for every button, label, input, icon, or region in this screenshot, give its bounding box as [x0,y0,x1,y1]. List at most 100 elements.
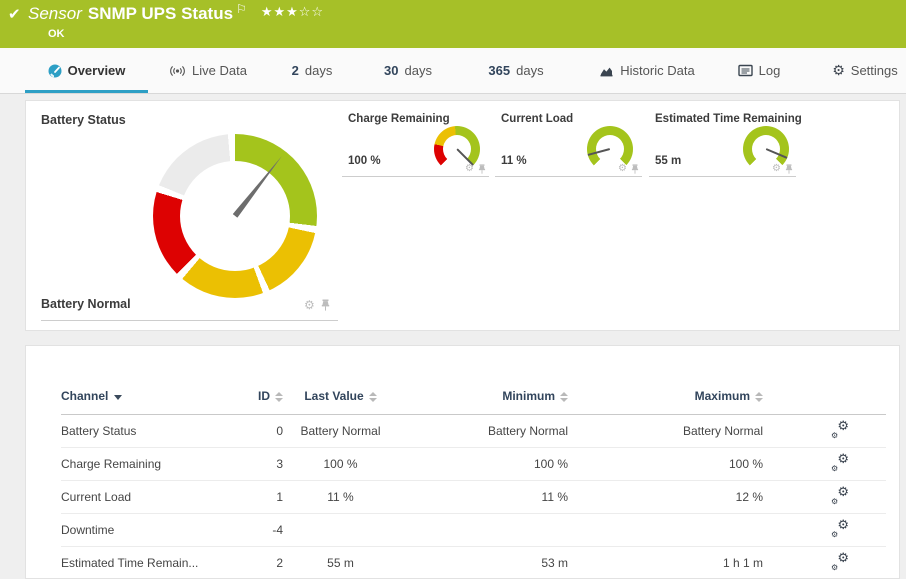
column-header-actions [763,379,886,415]
tab-2-days-label: days [304,63,333,78]
cell-id: 1 [251,480,283,514]
charge-remaining-gauge-cell: Charge Remaining 100 % ⚙ [342,111,489,177]
cell-maximum: 12 % [568,480,763,514]
gauge-settings-gear-icon[interactable]: ⚙ [304,298,315,312]
channel-table: Channel ID Last Value Minimum Maximum Ba… [61,379,886,578]
settings-gear-icon: ⚙ [832,62,845,79]
tab-365-days-label: days [516,63,544,78]
cell-minimum: 11 % [398,480,568,514]
sensor-status-text: OK [48,28,65,40]
status-check-icon: ✔ [8,5,21,23]
tab-log[interactable]: Log [728,48,790,93]
sensor-title-line: Sensor SNMP UPS Status ⚐ ★★★☆☆ [28,2,325,24]
sort-icon [560,392,568,403]
sensor-name: SNMP UPS Status [87,4,234,23]
main-gauge-divider [41,320,338,321]
channel-settings-gears-icon[interactable]: ⚙ ⚙ [831,485,849,506]
area-chart-icon [600,67,613,76]
pin-icon[interactable] [478,164,486,174]
cell-channel: Current Load [61,480,251,514]
object-kind-label: Sensor [28,4,82,23]
gauge-settings-gear-icon[interactable]: ⚙ [618,163,627,174]
table-row-battery-status: Battery Status 0 Battery Normal Battery … [61,414,886,448]
gauge-settings-gear-icon[interactable]: ⚙ [465,163,474,174]
column-header-id[interactable]: ID [251,379,283,415]
charge-remaining-title: Charge Remaining [348,113,450,125]
sort-icon [755,392,763,403]
sort-icon [368,392,377,403]
priority-flag-icon[interactable]: ⚐ [236,2,247,16]
cell-minimum: 53 m [398,546,568,578]
channels-table-panel: Channel ID Last Value Minimum Maximum Ba… [25,345,900,579]
tab-live-data[interactable]: Live Data [158,48,258,93]
cell-last-value [283,513,398,547]
charge-remaining-actions: ⚙ [465,164,486,174]
tab-2-days[interactable]: 2 days [283,48,341,93]
channel-settings-gears-icon[interactable]: ⚙ ⚙ [831,452,849,473]
table-row-charge-remaining: Charge Remaining 3 100 % 100 % 100 % ⚙ ⚙ [61,447,886,481]
pin-icon[interactable] [321,299,330,311]
tab-log-label: Log [758,63,781,78]
column-header-last-value[interactable]: Last Value [283,379,398,415]
estimated-time-gauge [743,126,789,172]
cell-channel: Estimated Time Remain... [61,546,251,578]
main-gauge-actions: ⚙ [304,299,330,311]
battery-status-gauge [153,134,317,298]
column-header-minimum[interactable]: Minimum [398,379,568,415]
cell-maximum: 1 h 1 m [568,546,763,578]
gauge-settings-gear-icon[interactable]: ⚙ [772,163,781,174]
tab-overview[interactable]: Overview [25,48,148,93]
cell-channel: Downtime [61,513,251,547]
estimated-time-value: 55 m [655,155,682,167]
estimated-time-actions: ⚙ [772,164,793,174]
sensor-status-header: ✔ Sensor SNMP UPS Status ⚐ ★★★☆☆ OK [0,0,906,48]
live-signal-icon [170,65,185,76]
channel-table-header-row: Channel ID Last Value Minimum Maximum [61,379,886,415]
cell-id: -4 [251,513,283,547]
cell-id: 3 [251,447,283,481]
tab-live-data-label: Live Data [192,63,247,78]
sort-desc-icon [114,394,123,400]
log-list-icon [737,64,753,77]
cell-minimum: Battery Normal [398,414,568,448]
cell-maximum: Battery Normal [568,414,763,448]
current-load-gauge-cell: Current Load 11 % ⚙ [495,111,642,177]
current-load-actions: ⚙ [618,164,639,174]
current-load-title: Current Load [501,113,574,125]
channel-settings-gears-icon[interactable]: ⚙ ⚙ [831,551,849,572]
channel-settings-gears-icon[interactable]: ⚙ ⚙ [831,419,849,440]
tab-30-days[interactable]: 30 days [374,48,442,93]
cell-minimum [398,513,568,547]
tab-settings[interactable]: ⚙ Settings [824,48,906,93]
estimated-time-gauge-cell: Estimated Time Remaining 55 m ⚙ [649,111,802,177]
cell-last-value: 100 % [283,447,398,481]
table-row-estimated-time: Estimated Time Remain... 2 55 m 53 m 1 h… [61,546,886,578]
cell-last-value: 55 m [283,546,398,578]
column-header-channel[interactable]: Channel [61,379,251,415]
tab-2-days-number: 2 [291,63,299,78]
pin-icon[interactable] [631,164,639,174]
cell-last-value: Battery Normal [283,414,398,448]
charge-remaining-value: 100 % [348,155,381,167]
priority-stars[interactable]: ★★★☆☆ [260,5,325,20]
channel-settings-gears-icon[interactable]: ⚙ ⚙ [831,518,849,539]
tab-historic-data-label: Historic Data [620,63,695,78]
main-gauge-status-label: Battery Normal [41,297,131,311]
tab-365-days[interactable]: 365 days [478,48,554,93]
cell-maximum [568,513,763,547]
table-row-current-load: Current Load 1 11 % 11 % 12 % ⚙ ⚙ [61,480,886,514]
gauge-icon [48,64,62,77]
cell-id: 2 [251,546,283,578]
tab-365-days-number: 365 [488,63,511,78]
cell-id: 0 [251,414,283,448]
tab-historic-data[interactable]: Historic Data [586,48,708,93]
current-load-value: 11 % [501,155,527,167]
cell-channel: Charge Remaining [61,447,251,481]
cell-minimum: 100 % [398,447,568,481]
column-header-maximum[interactable]: Maximum [568,379,763,415]
tab-30-days-label: days [404,63,432,78]
pin-icon[interactable] [785,164,793,174]
current-load-gauge [587,126,633,172]
cell-maximum: 100 % [568,447,763,481]
